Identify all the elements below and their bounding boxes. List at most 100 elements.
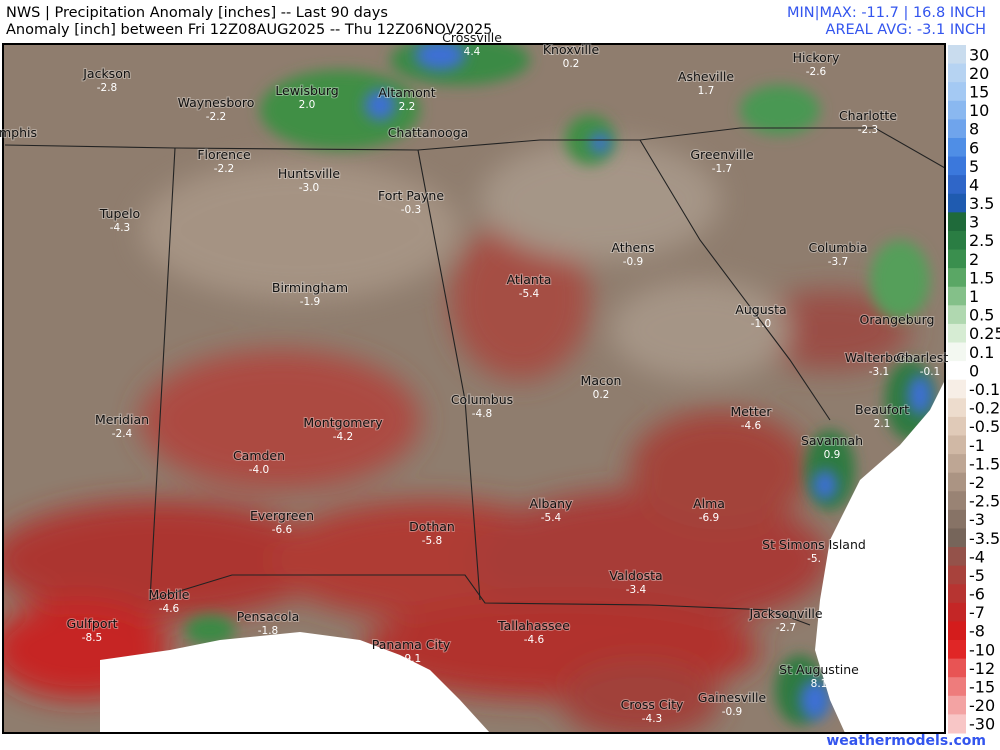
city-name: Lewisburg xyxy=(275,83,338,98)
city-value: -0.9 xyxy=(722,706,743,718)
city-value: -4.6 xyxy=(159,603,180,615)
legend-label: 3.5 xyxy=(969,194,994,213)
legend-swatch xyxy=(948,584,966,604)
city-value: -4.6 xyxy=(741,420,762,432)
legend: 3020151086543.532.521.510.50.250.10-0.1-… xyxy=(948,45,1000,734)
city-name: Orangeburg xyxy=(860,312,935,327)
city-value: -4.8 xyxy=(472,408,493,420)
legend-swatch xyxy=(948,361,966,381)
legend-swatch xyxy=(948,305,966,325)
city-value: -2.3 xyxy=(858,124,879,136)
city-value: -5.8 xyxy=(422,535,443,547)
legend-swatch xyxy=(948,677,966,697)
city-value: -2.7 xyxy=(776,622,797,634)
city-name: Waynesboro xyxy=(178,95,255,110)
legend-swatch xyxy=(948,249,966,269)
legend-swatch xyxy=(948,658,966,678)
city-value: -2.2 xyxy=(214,163,235,175)
legend-swatch xyxy=(948,156,966,176)
legend-label: 1 xyxy=(969,287,979,306)
legend-label: 0 xyxy=(969,361,979,380)
city-name: Huntsville xyxy=(278,166,340,181)
areal-avg: AREAL AVG: -3.1 INCH xyxy=(825,22,986,38)
city-name: Gulfport xyxy=(66,616,117,631)
city-name: Jackson xyxy=(82,66,131,81)
legend-label: -5 xyxy=(969,566,985,585)
city-name: Mobile xyxy=(148,587,189,602)
city-value: 0.2 xyxy=(593,389,610,401)
legend-swatch xyxy=(948,602,966,622)
legend-swatch xyxy=(948,695,966,715)
city-value: -4.6 xyxy=(524,634,545,646)
city-name: Athens xyxy=(611,240,654,255)
city-name: Cross City xyxy=(621,697,684,712)
city-name: Charlotte xyxy=(839,108,897,123)
city-value: -1.8 xyxy=(258,625,279,637)
city-name: Valdosta xyxy=(609,568,662,583)
city-name: Columbus xyxy=(451,392,513,407)
city-name: Walterboro xyxy=(845,350,914,365)
legend-label: -2.5 xyxy=(969,492,1000,511)
legend-label: 3 xyxy=(969,213,979,232)
city-name: Altamont xyxy=(378,85,435,100)
legend-label: 0.25 xyxy=(969,324,1000,343)
city-value: 1.7 xyxy=(698,85,715,97)
city-value: -3.4 xyxy=(626,584,647,596)
city-name: Hickory xyxy=(793,50,840,65)
legend-swatch xyxy=(948,100,966,120)
city-name: Panama City xyxy=(372,637,451,652)
city-name: Columbia xyxy=(808,240,867,255)
city-value: -0.3 xyxy=(401,204,422,216)
city-value: -8.5 xyxy=(82,632,103,644)
legend-label: 2.5 xyxy=(969,231,994,250)
legend-swatch xyxy=(948,119,966,139)
legend-swatch xyxy=(948,230,966,251)
city-name: St Simons Island xyxy=(762,537,866,552)
city-value: -5.4 xyxy=(519,288,540,300)
city-name: Fort Payne xyxy=(378,188,444,203)
map-frame xyxy=(2,43,946,734)
legend-label: -10 xyxy=(969,640,995,659)
legend-swatch xyxy=(948,714,966,734)
city-name: Albany xyxy=(530,496,574,511)
legend-label: -1.5 xyxy=(969,454,1000,473)
city-value: 0.2 xyxy=(563,58,580,70)
city-name: Knoxville xyxy=(543,42,600,57)
city-name: Evergreen xyxy=(250,508,314,523)
legend-label: -30 xyxy=(969,715,995,734)
legend-swatch xyxy=(948,621,966,641)
city-name: Alma xyxy=(693,496,725,511)
city-value: -2.6 xyxy=(806,66,827,78)
city-value: 0.9 xyxy=(824,449,841,461)
city-value: -4.3 xyxy=(110,222,131,234)
city-value: 8.1 xyxy=(811,678,828,690)
legend-swatch xyxy=(948,547,966,567)
city-name: Macon xyxy=(581,373,622,388)
legend-swatch xyxy=(948,528,966,548)
subtitle: Anomaly [inch] between Fri 12Z08AUG2025 … xyxy=(6,22,493,38)
legend-label: -4 xyxy=(969,547,985,566)
city-name: Florence xyxy=(197,147,251,162)
city-name: Metter xyxy=(730,404,772,419)
city-name: Tupelo xyxy=(99,206,140,221)
city-name: St Augustine xyxy=(779,662,859,677)
city-value: -2.2 xyxy=(206,111,227,123)
city-name: Pensacola xyxy=(237,609,300,624)
city-name: mphis xyxy=(0,125,37,140)
legend-swatch xyxy=(948,45,966,65)
footer-credit: weathermodels.com xyxy=(826,733,986,749)
legend-label: 8 xyxy=(969,120,979,139)
legend-label: -12 xyxy=(969,659,995,678)
legend-label: 0.5 xyxy=(969,306,994,325)
legend-swatch xyxy=(948,398,966,418)
min-max: MIN|MAX: -11.7 | 16.8 INCH xyxy=(786,5,986,21)
city-name: Jacksonville xyxy=(748,606,822,621)
city-value: -4.3 xyxy=(642,713,663,725)
legend-label: 0.1 xyxy=(969,343,994,362)
legend-swatch xyxy=(948,472,966,492)
city-value: 4.4 xyxy=(464,46,481,58)
legend-label: -2 xyxy=(969,473,985,492)
legend-label: -1 xyxy=(969,436,985,455)
city-name: Gainesville xyxy=(698,690,767,705)
